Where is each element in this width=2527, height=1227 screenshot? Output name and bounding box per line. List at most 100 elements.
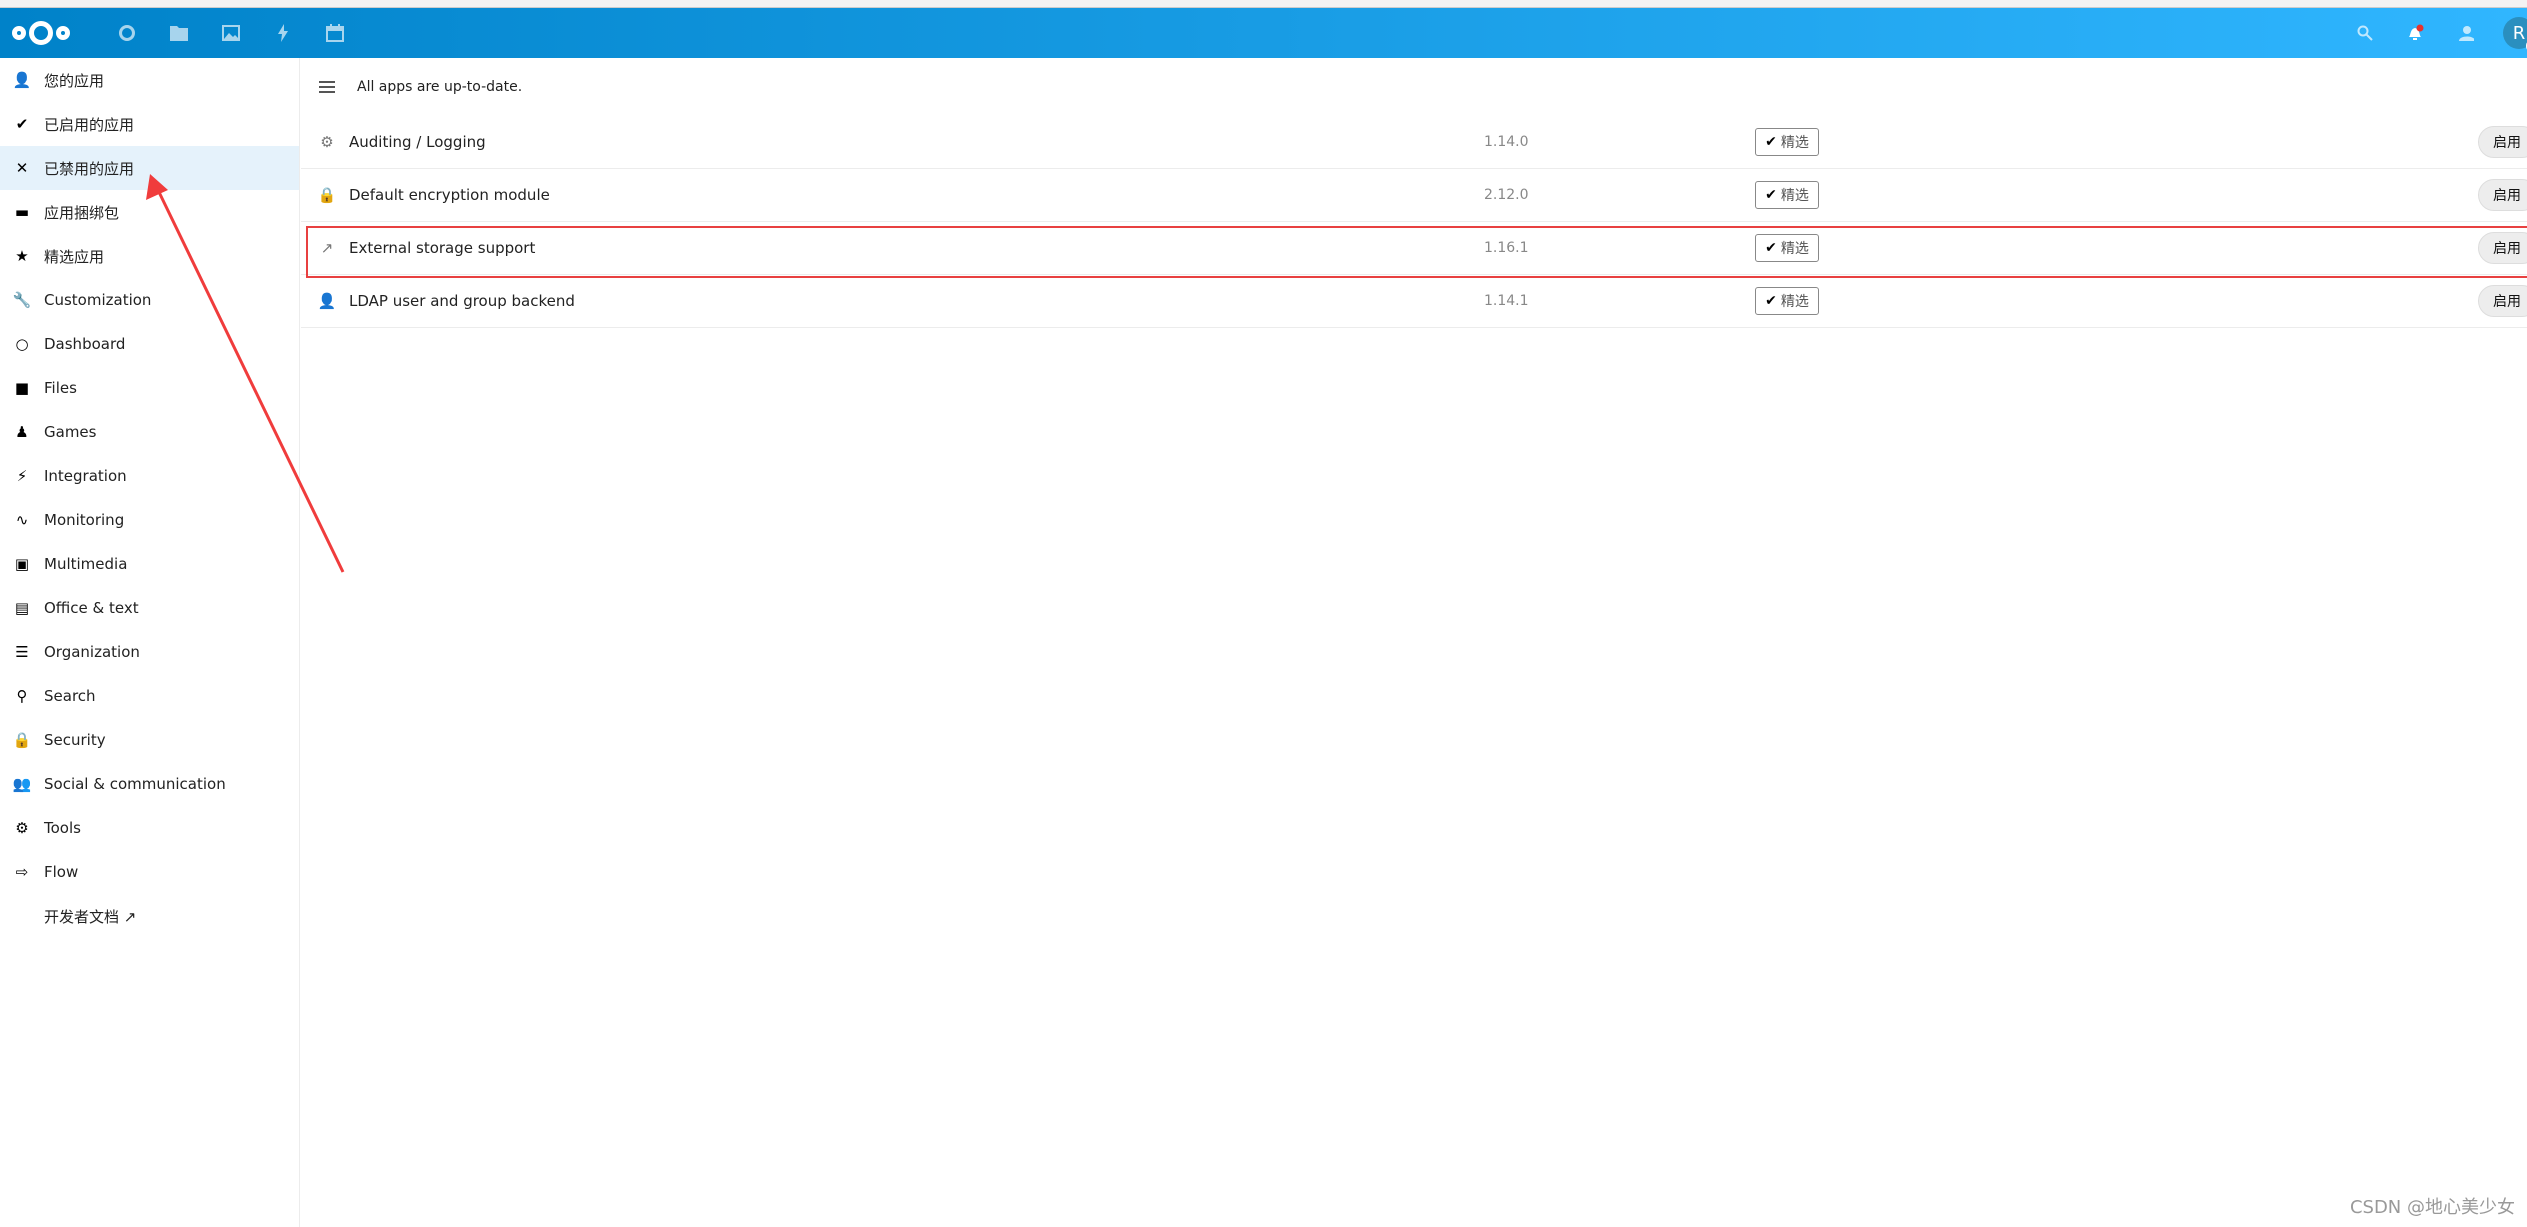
status-bar: All apps are up-to-date. bbox=[301, 58, 2527, 116]
gear-icon: ⚙ bbox=[15, 819, 29, 837]
badge-label: 精选 bbox=[1780, 188, 1809, 204]
sidebar-item-label: Integration bbox=[44, 467, 127, 485]
sidebar-item-label: Security bbox=[44, 731, 106, 749]
sidebar-item-label: Dashboard bbox=[44, 335, 126, 353]
featured-badge: ✔ 精选 bbox=[1755, 234, 1819, 262]
app-name[interactable]: External storage support bbox=[349, 239, 536, 257]
check-icon: ✔ bbox=[15, 115, 29, 133]
annotation-arrow bbox=[146, 174, 345, 573]
sidebar-item-label: 已禁用的应用 bbox=[44, 159, 135, 178]
app-row: ↗ External storage support 1.16.1 ✔ 精选 启用 bbox=[301, 222, 2527, 275]
app-version: 1.14.0 bbox=[1484, 134, 1529, 150]
sidebar-item-label: Multimedia bbox=[44, 555, 128, 573]
highlight-box bbox=[306, 226, 2527, 278]
sidebar-item[interactable]: ⚡ Integration bbox=[0, 454, 299, 498]
menu-toggle-icon[interactable] bbox=[319, 78, 335, 96]
sidebar-item-label: Flow bbox=[44, 863, 79, 881]
calendar-icon[interactable] bbox=[325, 23, 345, 43]
main-content: All apps are up-to-date. ⚙ Auditing / Lo… bbox=[301, 58, 2527, 1227]
sidebar-item-label: Files bbox=[44, 379, 77, 397]
sidebar-item[interactable]: ∿ Monitoring bbox=[0, 498, 299, 542]
app-row: 👤 LDAP user and group backend 1.14.1 ✔ 精选… bbox=[301, 275, 2527, 328]
sidebar-item-label: 精选应用 bbox=[44, 247, 105, 266]
activity-icon[interactable] bbox=[273, 23, 293, 43]
watermark: CSDN @地心美少女 bbox=[2349, 1197, 2515, 1218]
lock-icon: 🔒 bbox=[12, 731, 32, 749]
sidebar-item[interactable]: ♟ Games bbox=[0, 410, 299, 454]
featured-badge: ✔ 精选 bbox=[1755, 128, 1819, 156]
sidebar-item[interactable]: ⚙ Tools bbox=[0, 806, 299, 850]
sidebar-item-label: Social & communication bbox=[44, 775, 226, 793]
app-name[interactable]: LDAP user and group backend bbox=[349, 292, 575, 310]
sidebar-item-label: Games bbox=[44, 423, 97, 441]
badge-label: 精选 bbox=[1780, 135, 1809, 151]
sidebar-item[interactable]: ▬ 应用捆绑包 bbox=[0, 190, 299, 234]
enable-button[interactable]: 启用 bbox=[2478, 232, 2527, 264]
avatar-letter: R bbox=[2512, 22, 2526, 44]
image-icon: ▣ bbox=[14, 555, 30, 573]
sidebar-item[interactable]: ★ 精选应用 bbox=[0, 234, 299, 278]
sidebar-item-label: Tools bbox=[44, 819, 81, 837]
bundle-icon: ▬ bbox=[14, 203, 30, 221]
top-header: R bbox=[0, 8, 2527, 58]
circle-icon: ○ bbox=[15, 335, 29, 353]
external-icon: ↗ bbox=[320, 239, 334, 257]
app-name[interactable]: Default encryption module bbox=[349, 186, 550, 204]
sidebar-item[interactable]: 👥 Social & communication bbox=[0, 762, 299, 806]
files-icon[interactable] bbox=[169, 23, 189, 43]
dashboard-icon[interactable] bbox=[117, 23, 137, 43]
app-row: 🔒 Default encryption module 2.12.0 ✔ 精选 启… bbox=[301, 169, 2527, 222]
sidebar-item[interactable]: ⇨ Flow bbox=[0, 850, 299, 894]
plug-icon: ⚡ bbox=[16, 467, 28, 485]
app-version: 1.16.1 bbox=[1484, 240, 1529, 256]
contacts-icon[interactable] bbox=[2453, 21, 2477, 45]
sidebar-item-label: Organization bbox=[44, 643, 140, 661]
notifications-icon[interactable] bbox=[2403, 21, 2427, 45]
sidebar-item[interactable]: ✔ 已启用的应用 bbox=[0, 102, 299, 146]
sidebar-item[interactable]: ▤ Office & text bbox=[0, 586, 299, 630]
user-avatar[interactable]: R bbox=[2503, 17, 2527, 53]
sidebar-item-label: 您的应用 bbox=[44, 71, 105, 90]
sidebar-item[interactable]: ○ Dashboard bbox=[0, 322, 299, 366]
status-text: All apps are up-to-date. bbox=[357, 79, 523, 95]
wrench-icon: 🔧 bbox=[12, 291, 32, 309]
badge-label: 精选 bbox=[1780, 294, 1809, 310]
app-name[interactable]: Auditing / Logging bbox=[349, 133, 486, 151]
contacts-icon: 👥 bbox=[12, 775, 32, 793]
check-icon: ✔ bbox=[1765, 240, 1777, 256]
search-icon[interactable] bbox=[2353, 21, 2377, 45]
sidebar-item-label: 已启用的应用 bbox=[44, 115, 135, 134]
sidebar-item[interactable]: ▣ Multimedia bbox=[0, 542, 299, 586]
check-icon: ✔ bbox=[1765, 134, 1777, 150]
enable-button[interactable]: 启用 bbox=[2478, 285, 2527, 317]
joystick-icon: ♟ bbox=[15, 423, 29, 441]
sidebar-item[interactable]: 👤 您的应用 bbox=[0, 58, 299, 102]
featured-badge: ✔ 精选 bbox=[1755, 181, 1819, 209]
nextcloud-logo[interactable] bbox=[12, 18, 77, 48]
star-icon: ★ bbox=[15, 247, 29, 265]
sidebar-item-label: 开发者文档 ↗ bbox=[44, 907, 137, 926]
search-icon: ⚲ bbox=[16, 687, 28, 705]
sidebar-item-label: Monitoring bbox=[44, 511, 125, 529]
sidebar-item[interactable]: 🔒 Security bbox=[0, 718, 299, 762]
sidebar: 👤 您的应用 ✔ 已启用的应用 ✕ 已禁用的应用 ▬ 应用捆绑包 ★ 精选应用 🔧 Customiza… bbox=[0, 58, 300, 1227]
gear-icon: ⚙ bbox=[320, 133, 334, 151]
enable-button[interactable]: 启用 bbox=[2478, 126, 2527, 158]
enable-button[interactable]: 启用 bbox=[2478, 179, 2527, 211]
browser-strip bbox=[0, 0, 2527, 8]
featured-badge: ✔ 精选 bbox=[1755, 287, 1819, 315]
list-icon: ☰ bbox=[15, 643, 29, 661]
sidebar-item[interactable]: ☰ Organization bbox=[0, 630, 299, 674]
sidebar-item-label: Customization bbox=[44, 291, 152, 309]
app-row: ⚙ Auditing / Logging 1.14.0 ✔ 精选 启用 bbox=[301, 116, 2527, 169]
document-icon: ▤ bbox=[14, 599, 30, 617]
sidebar-item[interactable]: 开发者文档 ↗ bbox=[0, 894, 299, 938]
sidebar-item[interactable]: 🔧 Customization bbox=[0, 278, 299, 322]
app-version: 2.12.0 bbox=[1484, 187, 1529, 203]
lock-icon: 🔒 bbox=[317, 186, 337, 204]
sidebar-item[interactable]: ■ Files bbox=[0, 366, 299, 410]
user-icon: 👤 bbox=[12, 71, 32, 89]
sidebar-item-label: Search bbox=[44, 687, 96, 705]
photos-icon[interactable] bbox=[221, 23, 241, 43]
sidebar-item[interactable]: ⚲ Search bbox=[0, 674, 299, 718]
